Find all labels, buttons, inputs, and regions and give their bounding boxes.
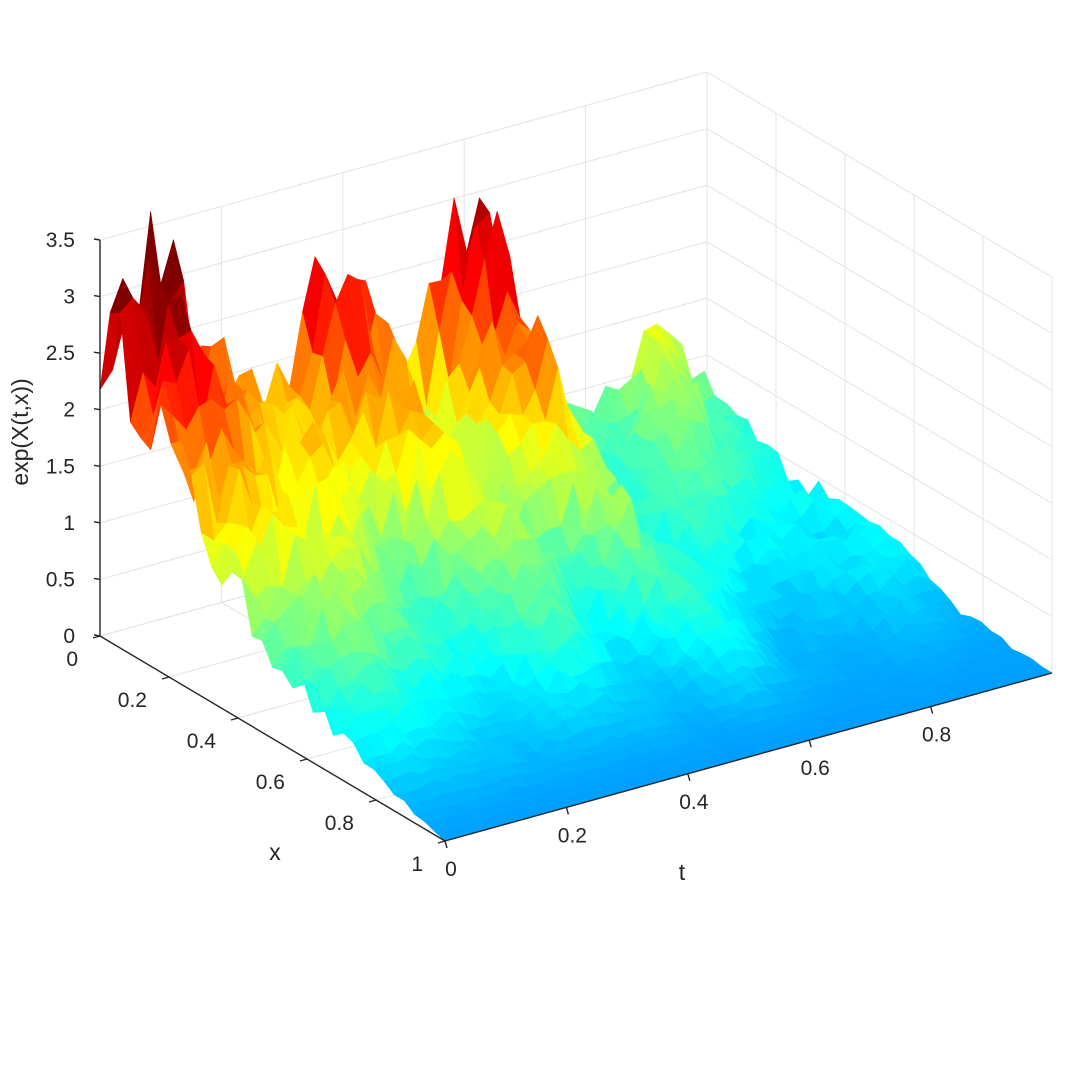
t-tick-label: 0.6 (801, 757, 830, 780)
x-axis-label: x (269, 839, 281, 865)
z-tick-label: 2.5 (46, 342, 75, 365)
t-tick-mark (808, 740, 812, 748)
z-tick-label: 2 (63, 399, 75, 422)
z-tick-mark (93, 294, 101, 298)
z-tick-mark (93, 521, 101, 524)
side-wall-gridline (706, 184, 1053, 391)
surface (99, 197, 1053, 842)
t-tick-label: 0.2 (558, 824, 587, 847)
z-axis-label: exp(X(t,x)) (7, 378, 33, 485)
z-tick-label: 3 (63, 286, 75, 309)
x-tick-mark (368, 799, 377, 803)
x-tick-label: 0.2 (118, 689, 147, 712)
z-tick-label: 3.5 (46, 229, 75, 252)
z-tick-mark (93, 408, 101, 411)
tick-labels: 00.511.522.533.500.20.40.60.81 00.20.40.6… (46, 229, 951, 881)
z-tick-label: 0 (63, 625, 75, 648)
x-tick-mark (161, 676, 170, 680)
back-wall-gridline (99, 71, 708, 241)
z-tick-mark (93, 464, 101, 467)
t-tick-mark (929, 706, 934, 714)
t-tick-label: 0.4 (679, 791, 709, 814)
x-tick-label: 0.6 (256, 771, 285, 794)
t-tick-mark (565, 807, 570, 815)
t-axis-line (444, 672, 1053, 842)
back-wall-gridline (99, 128, 708, 298)
side-wall-gridline (706, 241, 1053, 448)
side-wall-gridline (706, 128, 1053, 335)
side-wall-gridline (706, 71, 1053, 278)
x-tick-mark (437, 840, 446, 844)
z-tick-label: 1.5 (46, 455, 75, 478)
t-tick-mark (444, 840, 448, 849)
x-tick-label: 1 (411, 853, 423, 876)
back-wall-gridline (99, 184, 708, 354)
side-wall-gridline (706, 354, 1053, 561)
axes (92, 238, 1053, 849)
x-axis-line (99, 635, 446, 842)
x-tick-mark (230, 717, 239, 721)
x-tick-label: 0 (66, 648, 78, 671)
side-wall-gridline (706, 297, 1053, 504)
z-tick-mark (93, 238, 101, 241)
z-tick-mark (93, 351, 101, 354)
x-tick-label: 0.4 (187, 730, 217, 753)
t-axis-label: t (679, 859, 686, 885)
x-tick-label: 0.8 (325, 812, 354, 835)
z-tick-label: 0.5 (46, 568, 75, 591)
t-tick-label: 0.8 (922, 724, 951, 747)
t-tick-label: 0 (445, 858, 457, 881)
z-tick-mark (93, 577, 101, 581)
z-tick-label: 1 (63, 512, 75, 535)
x-tick-mark (92, 635, 101, 639)
t-tick-mark (687, 773, 691, 781)
x-tick-mark (299, 758, 308, 762)
